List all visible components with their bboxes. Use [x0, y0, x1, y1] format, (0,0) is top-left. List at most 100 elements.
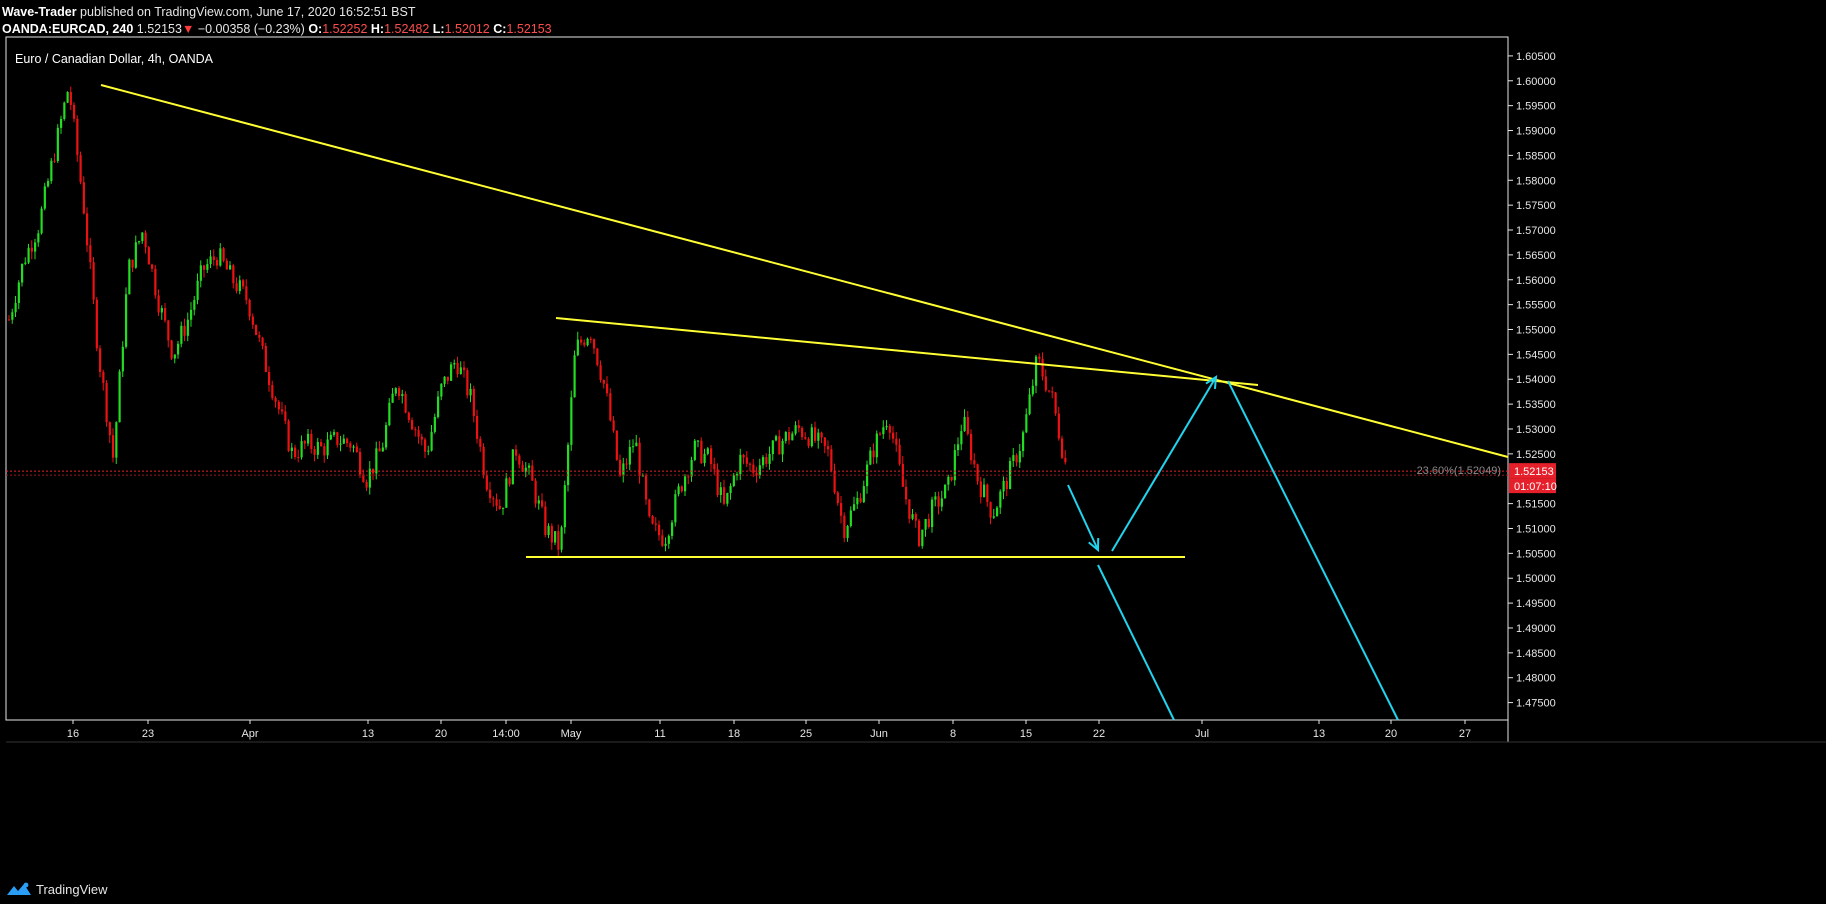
- candle-up: [853, 504, 856, 511]
- y-tick-label: 1.55500: [1516, 300, 1556, 312]
- candle-up: [554, 531, 557, 543]
- candle-down: [593, 339, 596, 349]
- candle-up: [385, 425, 388, 448]
- candle-up: [229, 265, 232, 270]
- author-name[interactable]: Wave-Trader: [2, 5, 77, 19]
- candle-up: [885, 426, 888, 428]
- candle-down: [258, 334, 261, 338]
- candle-down: [515, 449, 518, 456]
- x-tick-label: 27: [1459, 728, 1471, 740]
- publish-text: published on TradingView.com, June 17, 2…: [76, 5, 416, 19]
- candle-down: [895, 438, 898, 445]
- y-tick-label: 1.53000: [1516, 424, 1556, 436]
- candle-down: [872, 450, 875, 458]
- candle-up: [573, 355, 576, 398]
- footer-brand[interactable]: TradingView: [36, 881, 108, 897]
- x-tick-label: 15: [1020, 728, 1032, 740]
- candle-down: [651, 516, 654, 524]
- candle-up: [570, 397, 573, 445]
- candle-down: [648, 499, 651, 517]
- candle-down: [544, 506, 547, 536]
- candle-up: [430, 431, 433, 451]
- close-value: 1.52153: [506, 22, 552, 36]
- candle-up: [173, 354, 176, 359]
- candle-down: [1054, 392, 1057, 414]
- countdown-tag: [1509, 478, 1556, 494]
- candle-up: [739, 454, 742, 475]
- price-chart[interactable]: 1.60500 1.60000 1.59500 1.59000 1.58500 1.580…: [0, 0, 1826, 876]
- candle-down: [492, 498, 495, 500]
- candle-up: [391, 393, 394, 403]
- candle-up: [190, 309, 193, 320]
- y-tick-label: 1.54000: [1516, 374, 1556, 386]
- candle-down: [476, 416, 479, 439]
- candle-up: [635, 442, 638, 447]
- last-price: 1.52153: [136, 22, 182, 36]
- candle-down: [92, 262, 95, 300]
- candle-up: [50, 160, 53, 181]
- candle-down: [411, 420, 414, 430]
- candle-down: [277, 401, 280, 410]
- candle-up: [219, 248, 222, 266]
- candle-down: [167, 320, 170, 341]
- candle-down: [407, 412, 410, 421]
- candle-up: [21, 263, 24, 283]
- candle-down: [892, 432, 895, 439]
- upper-trendline: [100, 84, 1509, 458]
- candle-down: [521, 464, 524, 472]
- candle-up: [43, 186, 46, 209]
- x-tick-label: 14:00: [492, 728, 520, 740]
- candle-down: [303, 441, 306, 444]
- candle-down: [479, 438, 482, 447]
- candle-down: [1041, 358, 1044, 377]
- candle-up: [121, 346, 124, 372]
- candle-up: [1031, 385, 1034, 395]
- y-tick-label: 1.58500: [1516, 150, 1556, 162]
- candle-up: [528, 465, 531, 468]
- candle-down: [534, 480, 537, 504]
- countdown-label: 01:07:10: [1514, 481, 1557, 493]
- candle-up: [576, 339, 579, 356]
- candle-down: [320, 442, 323, 447]
- candle-down: [827, 446, 830, 450]
- candle-down: [264, 346, 267, 373]
- candle-down: [359, 452, 362, 475]
- candle-down: [1044, 376, 1047, 391]
- candle-up: [450, 364, 453, 381]
- candle-down: [53, 160, 56, 162]
- lower-trendline: [555, 317, 1259, 386]
- candle-up: [758, 465, 761, 476]
- low-value: 1.52012: [444, 22, 490, 36]
- candle-down: [1005, 480, 1008, 490]
- last-price-tag: [1509, 463, 1556, 479]
- candle-down: [680, 486, 683, 492]
- y-tick-label: 1.59500: [1516, 101, 1556, 113]
- candle-up: [160, 308, 163, 313]
- candle-down: [550, 525, 553, 543]
- candle-down: [1015, 455, 1018, 463]
- candle-up: [115, 422, 118, 458]
- x-tick-label: Jun: [870, 728, 888, 740]
- candle-down: [1061, 438, 1064, 458]
- candle-down: [485, 475, 488, 490]
- candle-down: [888, 426, 891, 433]
- x-tick-label: Jul: [1195, 728, 1209, 740]
- candle-up: [632, 446, 635, 448]
- ohlc-readout: OANDA:EURCAD, 240 1.52153▼ −0.00358 (−0.…: [2, 21, 552, 37]
- candle-down: [420, 436, 423, 440]
- candle-down: [879, 433, 882, 435]
- candle-up: [437, 396, 440, 418]
- candles: [8, 86, 1067, 558]
- tradingview-logo-icon[interactable]: [6, 881, 32, 897]
- candle-down: [950, 476, 953, 481]
- candle-down: [625, 463, 628, 465]
- candle-up: [24, 262, 27, 264]
- candle-up: [849, 510, 852, 527]
- x-tick-label: 8: [950, 728, 956, 740]
- y-tick-label: 1.49500: [1516, 598, 1556, 610]
- candle-up: [869, 450, 872, 465]
- y-tick-label: 1.50500: [1516, 548, 1556, 560]
- candle-down: [658, 524, 661, 536]
- candle-up: [300, 441, 303, 458]
- x-tick-label: 16: [67, 728, 79, 740]
